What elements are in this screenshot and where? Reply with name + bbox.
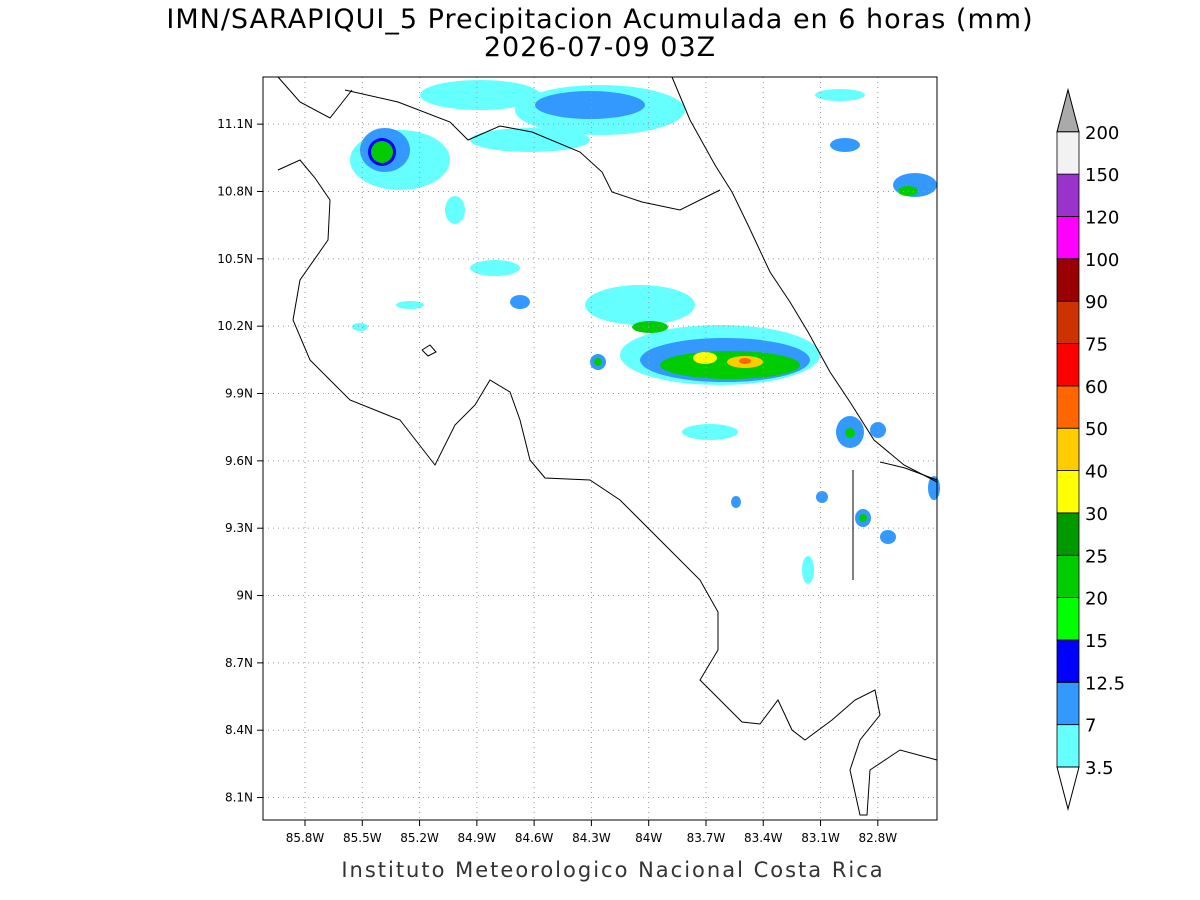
colorbar-segment [1056,681,1080,726]
footer: Instituto Meteorologico Nacional Costa R… [341,858,884,882]
lat-label: 8.7N [225,656,253,670]
title-line: IMN/SARAPIQUI_5 Precipitacion Acumulada … [166,4,1033,35]
colorbar-label: 90 [1085,292,1108,313]
colorbar-label: 120 [1085,207,1119,228]
colorbar-label: 3.5 [1085,758,1114,779]
lat-label: 10.5N [217,252,253,266]
colorbar-label: 50 [1085,419,1108,440]
colorbar-segment [1056,724,1080,768]
lat-label: 10.2N [217,319,253,333]
colorbar-segment [1056,300,1080,344]
colorbar-segment [1056,427,1080,471]
colorbar-segment [1056,173,1080,217]
lon-label: 82.8W [859,831,898,845]
precipitation-field [350,80,940,584]
coastline [277,76,938,816]
lat-label: 9.6N [225,454,253,468]
colorbar-segment [1056,131,1080,175]
colorbar-label: 25 [1085,546,1108,567]
lon-label: 83.4W [744,831,783,845]
colorbar-segment [1056,597,1080,641]
colorbar-segment [1056,554,1080,598]
colorbar-label: 150 [1085,165,1119,186]
lon-label: 85.2W [400,831,439,845]
lon-label: 83.7W [687,831,726,845]
colorbar-label: 100 [1085,250,1119,271]
colorbar-label: 200 [1085,123,1119,144]
map-frame [262,76,938,821]
colorbar-segment [1056,512,1080,556]
colorbar-segment [1056,343,1080,387]
colorbar-over [1056,87,1080,133]
colorbar-segment [1056,385,1080,429]
lat-label: 9N [236,589,253,603]
lat-label: 8.4N [225,723,253,737]
lat-label: 9.3N [225,521,253,535]
lon-label: 84.3W [572,831,611,845]
colorbar-label: 30 [1085,504,1108,525]
colorbar-label: 12.5 [1085,673,1125,694]
title-line: 2026-07-09 03Z [484,32,716,63]
lon-label: 84.6W [515,831,554,845]
colorbar-label: 75 [1085,335,1108,356]
colorbar-segment [1056,216,1080,260]
lon-label: 83.1W [801,831,840,845]
colorbar-segment [1056,258,1080,302]
lat-label: 10.8N [217,184,253,198]
colorbar-label: 7 [1085,716,1096,737]
colorbar-label: 20 [1085,589,1108,610]
colorbar-label: 60 [1085,377,1108,398]
lat-label: 8.1N [225,791,253,805]
lon-label: 84W [635,831,662,845]
colorbar-label: 15 [1085,631,1108,652]
lat-label: 9.9N [225,387,253,401]
colorbar-under [1056,766,1080,811]
lon-label: 85.8W [286,831,325,845]
lon-label: 84.9W [458,831,497,845]
lon-label: 85.5W [343,831,382,845]
colorbar-segment [1056,639,1080,683]
colorbar-segment [1056,470,1080,514]
colorbar-label: 40 [1085,462,1108,483]
lat-label: 11.1N [217,117,253,131]
